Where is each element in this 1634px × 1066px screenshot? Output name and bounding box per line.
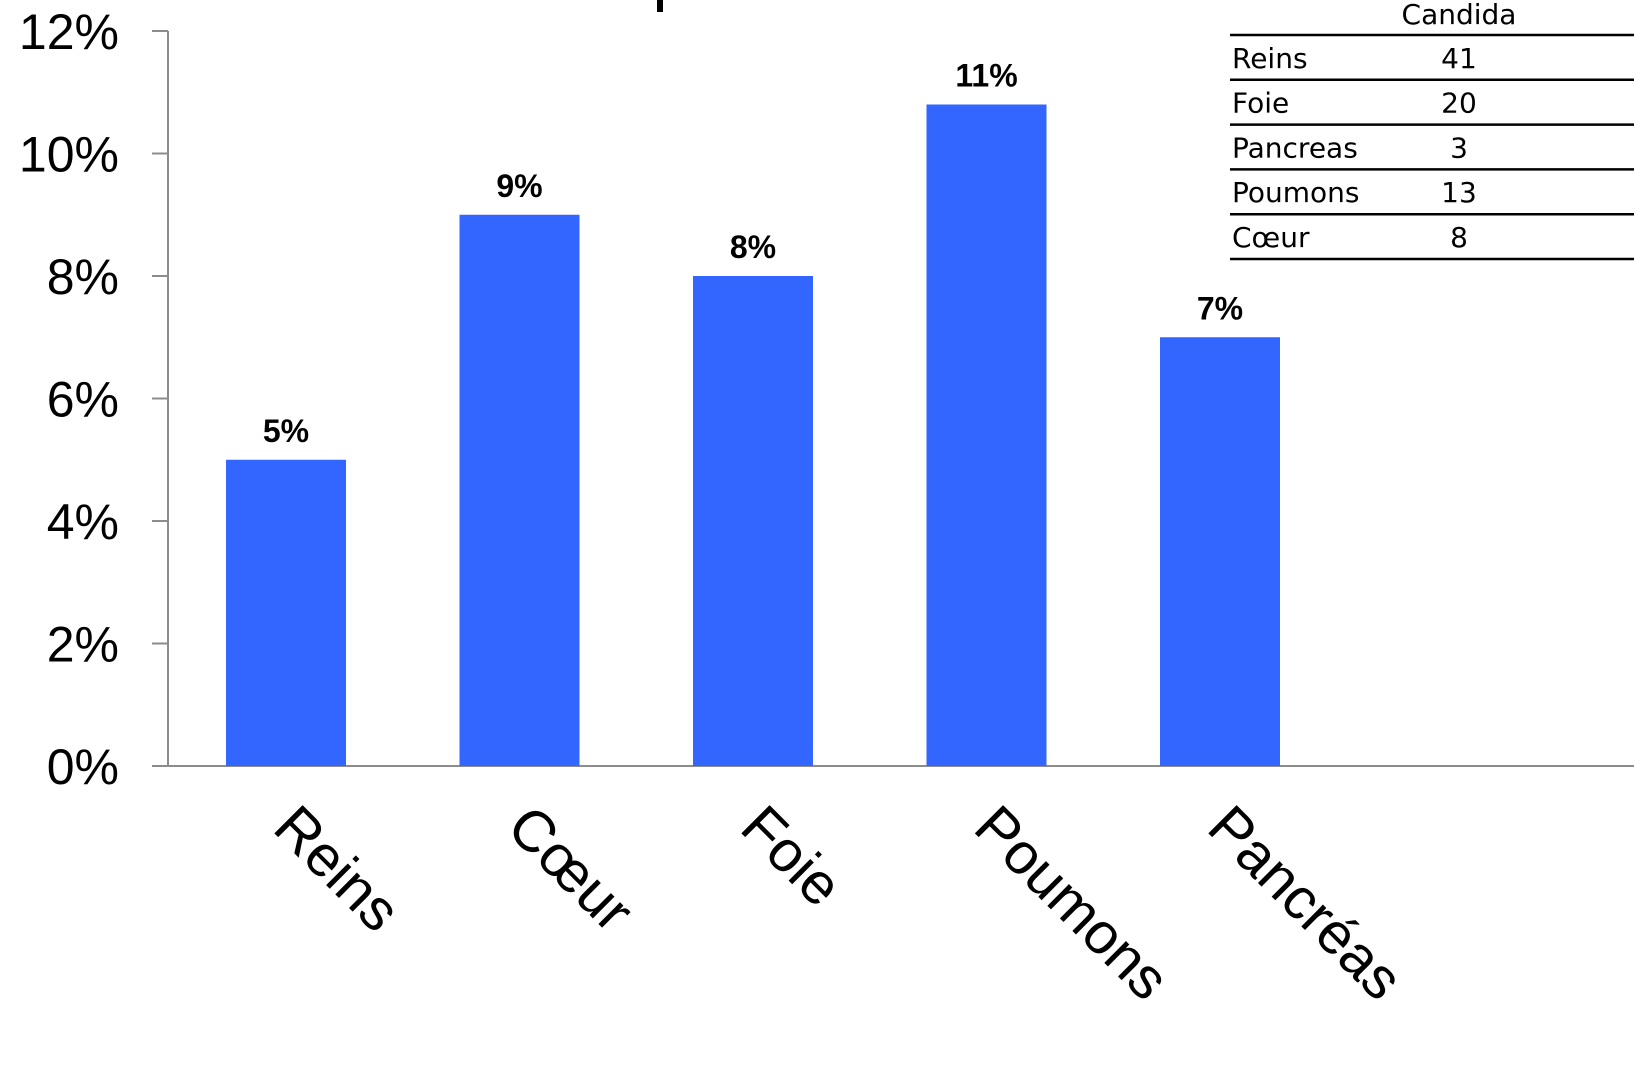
table-row-value: 3	[1450, 131, 1468, 164]
data-label: 5%	[263, 413, 309, 449]
x-tick-label: Poumons	[962, 793, 1181, 1012]
bar	[1160, 337, 1280, 766]
table-row-label: Poumons	[1232, 176, 1360, 209]
y-tick-label: 0%	[47, 739, 119, 795]
cropped-title-fragment	[657, 0, 663, 12]
bar	[226, 459, 346, 766]
y-tick-label: 4%	[47, 494, 119, 550]
inset-table: Candida Reins 41 Foie 20 Pancreas 3 Poumons 13 Cœ…	[1230, 0, 1634, 261]
bar	[693, 276, 813, 766]
data-label: 8%	[730, 229, 776, 265]
x-tick-label: Foie	[729, 793, 855, 919]
y-tick-label: 2%	[47, 617, 119, 673]
x-tick-label: Reins	[262, 793, 413, 944]
y-tick-label: 12%	[19, 4, 119, 60]
x-tick-label: Cœur	[495, 793, 646, 944]
y-tick-label: 6%	[47, 372, 119, 428]
chart-bars	[226, 104, 1280, 766]
table-row-label: Cœur	[1232, 221, 1310, 254]
bar	[459, 214, 580, 766]
data-label: 7%	[1197, 290, 1243, 326]
table-row-label: Pancreas	[1232, 131, 1358, 164]
x-tick-label: Pancréas	[1196, 793, 1415, 1012]
table-row-value: 20	[1441, 87, 1477, 120]
table-header: Candida	[1402, 0, 1517, 31]
y-tick-label: 10%	[19, 127, 119, 183]
table-row-value: 41	[1441, 42, 1477, 75]
table-row-label: Reins	[1232, 42, 1308, 75]
data-label: 11%	[955, 58, 1017, 94]
table-row-value: 13	[1441, 176, 1477, 209]
bar	[926, 104, 1047, 766]
chart-axes: 0% 2% 4% 6% 8% 10% 12%	[19, 4, 1634, 795]
table-row-label: Foie	[1232, 87, 1289, 120]
data-label: 9%	[496, 168, 542, 204]
table-row-value: 8	[1450, 221, 1468, 254]
y-tick-label: 8%	[47, 249, 119, 305]
